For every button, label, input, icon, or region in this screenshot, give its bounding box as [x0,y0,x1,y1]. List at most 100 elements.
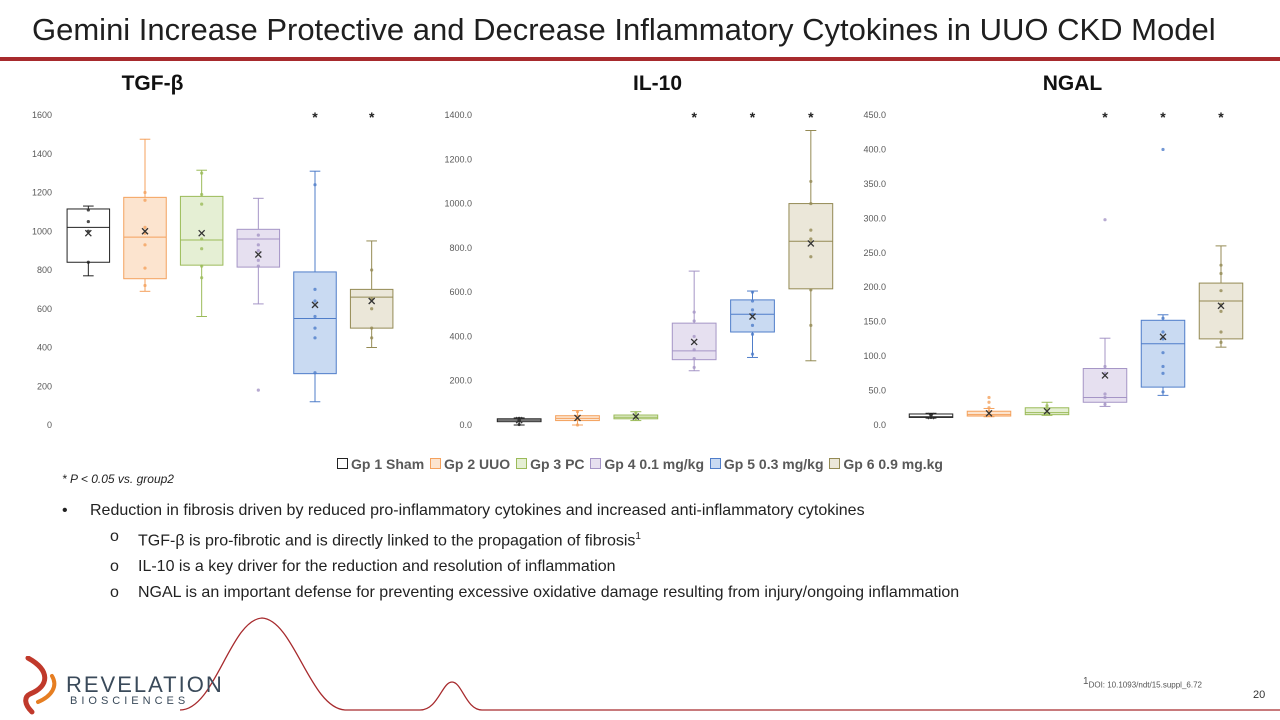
data-point [143,198,147,202]
data-point [1161,147,1165,152]
il-10-plot: 0.0 200.0 400.0 600.0 800.0 1000.0 1200.0 1400.… [444,109,834,430]
data-point [86,208,90,212]
y-tick-label: 200.0 [863,282,886,292]
bullet-glyph: • [62,502,68,519]
data-point [200,247,204,251]
data-point [750,299,755,303]
data-point [809,179,813,184]
significance-star: * [808,109,814,125]
bullet-list: • Reduction in fibrosis driven by reduce… [62,498,959,606]
y-tick-label: 150.0 [863,317,886,327]
data-point [200,202,204,206]
mean-marker [84,229,92,237]
data-point [1103,402,1107,406]
y-tick-label: 600.0 [449,287,472,297]
y-tick-label: 1400 [32,149,52,159]
data-point [86,260,90,264]
y-tick-label: 400 [37,343,52,353]
data-point [750,290,755,294]
box-iqr [788,203,834,290]
data-point [256,249,260,253]
y-tick-label: 400.0 [449,331,472,341]
significance-star: * [750,109,756,125]
data-point [1103,392,1107,396]
legend-swatch [516,458,528,469]
data-point [256,243,260,247]
y-tick-label: 300.0 [863,213,886,223]
y-tick-label: 200.0 [449,376,472,386]
y-tick-label: 0.0 [873,420,886,430]
significance-star: * [312,109,318,125]
sub-bullet-item: o IL-10 is a key driver for the reductio… [62,554,959,580]
legend-item-gp1: Gp 1 Sham [337,456,424,472]
data-point [517,422,521,427]
doi-reference: 1DOI: 10.1093/ndt/15.suppl_6.72 [1083,676,1202,690]
data-point [313,336,317,340]
y-tick-label: 600 [37,304,52,314]
y-tick-label: 800.0 [449,243,472,253]
data-point [1161,390,1165,394]
legend-label: Gp 5 0.3 mg/kg [723,456,824,472]
mean-marker [927,412,935,420]
mean-marker [690,338,698,346]
legend-swatch [590,458,602,469]
y-tick-label: 200 [37,381,52,391]
data-point [575,423,580,427]
chart-title-ngal: NGAL [1042,72,1103,95]
data-point [1219,330,1223,334]
data-point [1045,404,1049,408]
y-tick-label: 1000.0 [444,199,472,209]
y-tick-label: 800 [37,265,52,275]
ngal-chart: NGAL 0.0 50.0 100.0 150.0 200.0 250.0 300.0 350… [850,70,1270,445]
logo-wordmark: REVELATION [66,672,224,697]
legend-label: Gp 1 Sham [351,456,425,472]
mean-marker [985,409,993,417]
data-point [143,266,147,270]
mean-marker [1101,371,1109,379]
data-point [200,264,204,268]
data-point [200,192,204,197]
sub-bullet-text: TGF-β is pro-fibrotic and is directly li… [138,532,636,550]
decorative-wave [179,617,1280,711]
data-point [692,319,696,323]
data-point [692,348,696,352]
data-point [692,365,696,370]
data-point [256,388,260,392]
data-point [370,326,374,330]
data-point [692,334,696,339]
data-point [313,183,317,187]
y-tick-label: 1600 [32,110,52,120]
data-point [370,268,374,272]
data-point [692,356,696,361]
data-point [86,219,90,224]
legend-item-gp2: Gp 2 UUO [430,456,510,472]
data-point [1161,316,1165,320]
data-point [809,255,813,259]
tgf-beta-plot: 0 200 400 600 800 1000 1200 1400 1600 * * [32,109,394,430]
data-point [987,400,991,404]
significance-footnote: * P < 0.05 vs. group2 [62,472,174,486]
data-point [143,283,147,288]
data-point [750,332,755,336]
data-point [1219,289,1223,293]
data-point [1161,351,1165,355]
data-point [692,310,696,314]
data-point [200,237,204,241]
data-point [1219,309,1223,313]
y-tick-label: 350.0 [863,179,886,189]
legend-label: Gp 4 0.1 mg/kg [604,456,705,472]
data-point [143,243,147,247]
legend-swatch [337,458,349,469]
data-point [256,264,260,268]
data-point [809,323,813,327]
significance-star: * [691,109,697,125]
data-point [1161,371,1165,375]
data-point [987,395,991,400]
chart-title-il-10: IL-10 [632,72,682,95]
doi-text: DOI: 10.1093/ndt/15.suppl_6.72 [1088,680,1202,690]
data-point [143,190,147,195]
title-divider [0,57,1280,61]
legend-swatch [829,458,841,469]
data-point [370,336,374,340]
mean-marker [1043,407,1051,415]
